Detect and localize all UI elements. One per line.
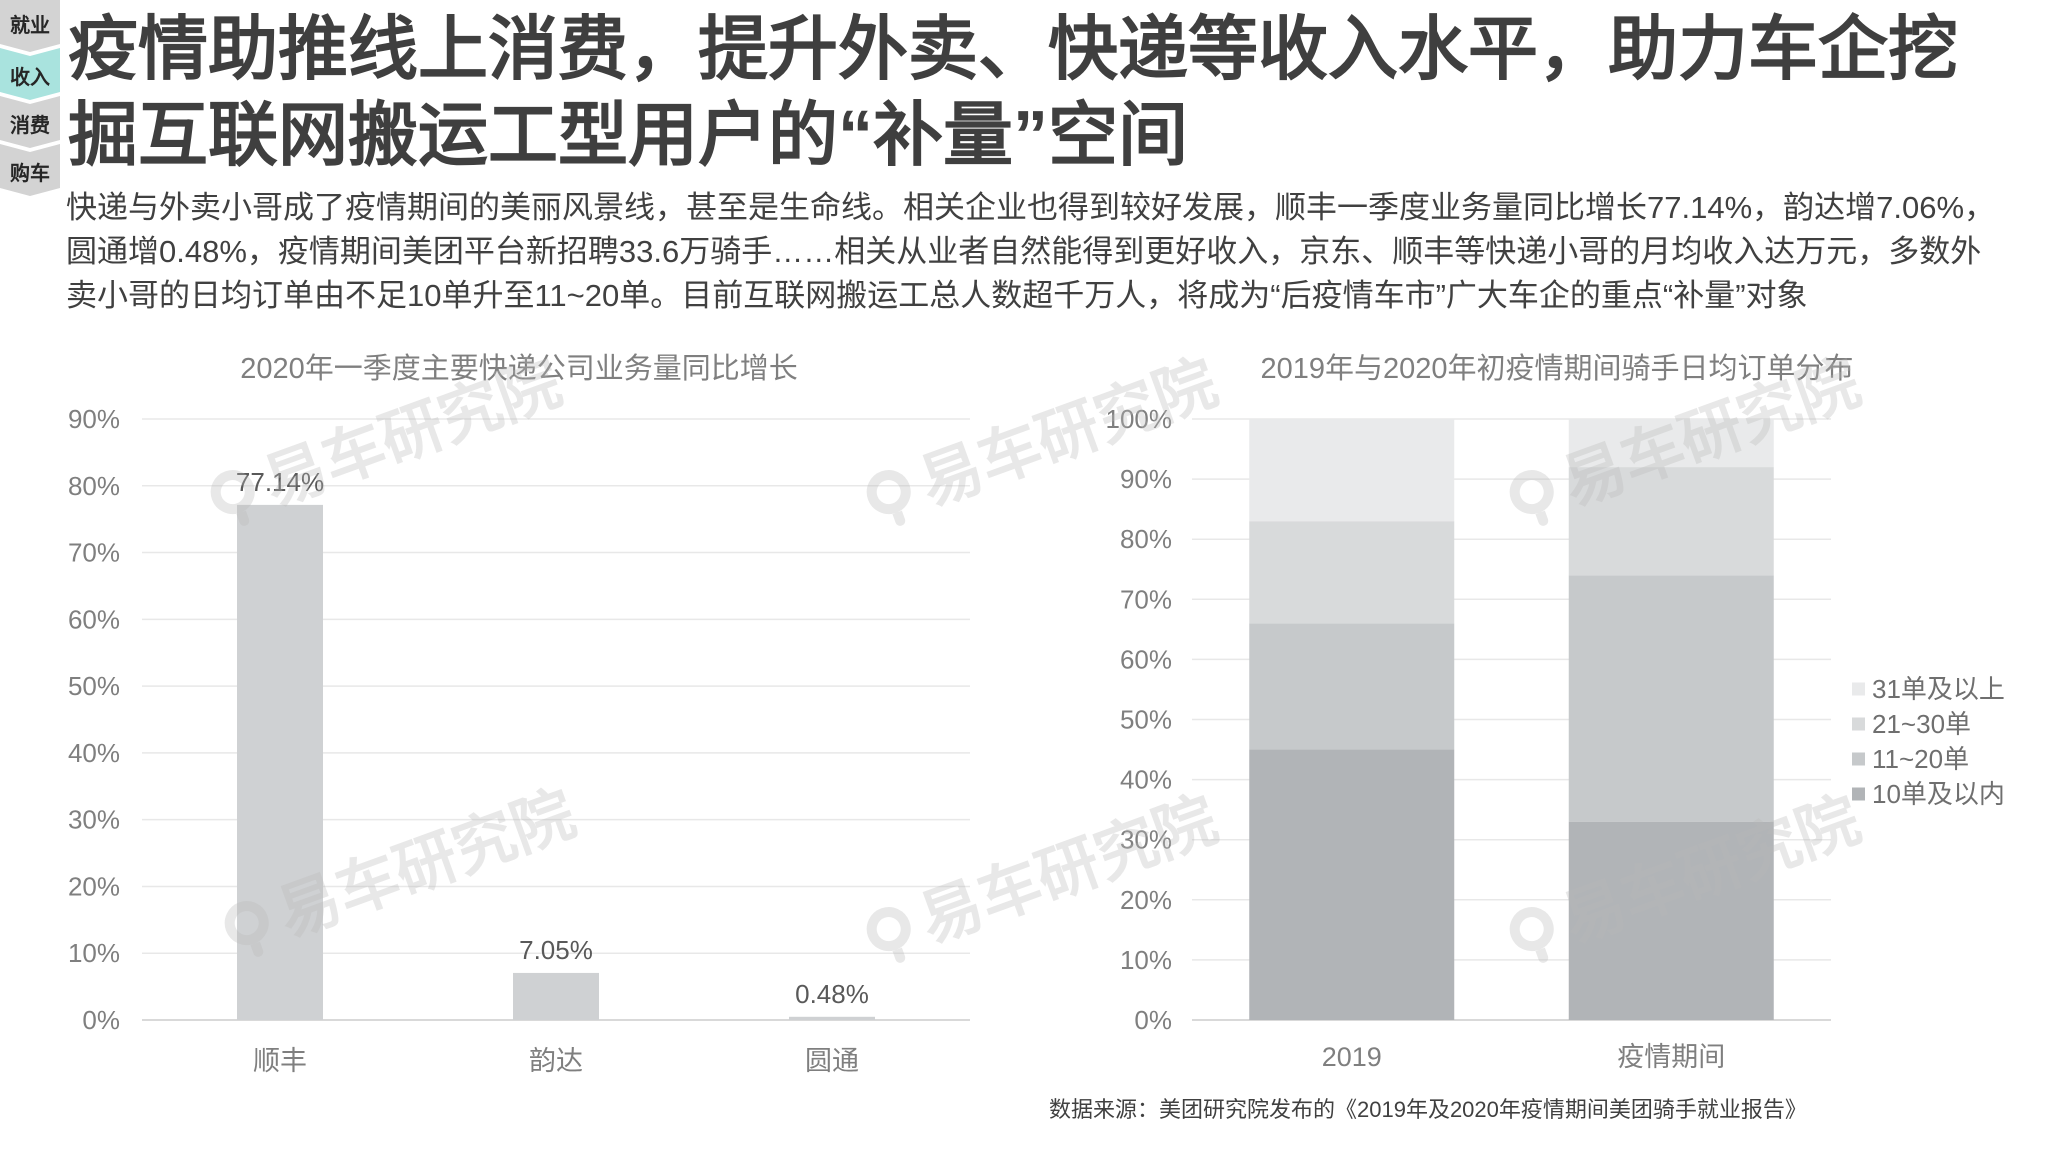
x-tick-label: 圆通 — [805, 1046, 859, 1076]
nav-tab-consumption[interactable]: 消费 — [0, 96, 60, 148]
legend-label: 11~20单 — [1872, 744, 1969, 774]
chart-title: 2019年与2020年初疫情期间骑手日均订单分布 — [1260, 352, 1853, 385]
y-tick-label: 90% — [1120, 464, 1172, 494]
data-source-note: 数据来源：美团研究院发布的《2019年及2020年疫情期间美团骑手就业报告》 — [1049, 1097, 1807, 1122]
y-tick-label: 40% — [68, 738, 120, 768]
y-tick-label: 60% — [1120, 644, 1172, 674]
courier-growth-bar-chart: 2020年一季度主要快递公司业务量同比增长 0% 10% 20% 30% 40% 50% 60… — [68, 352, 970, 1076]
bar-segment — [1249, 749, 1455, 1020]
legend-swatch — [1852, 752, 1865, 766]
y-tick-label: 0% — [1134, 1005, 1172, 1035]
x-tick-label: 疫情期间 — [1617, 1042, 1725, 1072]
rider-orders-stacked-bar-chart: 2019年与2020年初疫情期间骑手日均订单分布 0% 10% 20% 30% 40% 50… — [1106, 352, 2005, 1072]
y-tick-label: 10% — [1120, 945, 1172, 975]
bar-segment — [1568, 419, 1774, 468]
nav-tab-car-purchase[interactable]: 购车 — [0, 144, 60, 196]
y-tick-label: 20% — [1120, 885, 1172, 915]
bar — [789, 1016, 875, 1020]
legend-swatch — [1852, 717, 1865, 731]
legend-label: 10单及以内 — [1872, 779, 2005, 809]
x-tick-label: 韵达 — [529, 1046, 583, 1076]
x-tick-label: 2019 — [1322, 1042, 1382, 1072]
data-label: 7.05% — [519, 935, 593, 965]
bar-segment — [1568, 821, 1774, 1020]
legend-swatch — [1852, 787, 1865, 801]
bar-segment — [1249, 623, 1455, 750]
legend-label: 31单及以上 — [1872, 674, 2005, 704]
legend-label: 21~30单 — [1872, 709, 1971, 739]
y-tick-label: 0% — [82, 1005, 120, 1035]
nav-tab-income[interactable]: 收入 — [0, 48, 60, 100]
bar — [513, 972, 599, 1020]
slide-title: 疫情助推线上消费，提升外卖、快递等收入水平，助力车企挖掘互联网搬运工型用户的“补… — [68, 10, 1958, 174]
y-tick-label: 50% — [1120, 705, 1172, 735]
summary-text: 快递与外卖小哥成了疫情期间的美丽风景线，甚至是生命线。相关企业也得到较好发展，顺… — [66, 190, 1996, 313]
bar-segment — [1568, 467, 1774, 576]
y-tick-label: 80% — [68, 471, 120, 501]
data-label: 0.48% — [795, 979, 869, 1009]
y-tick-label: 20% — [68, 871, 120, 901]
bar — [237, 504, 323, 1020]
bar-segment — [1249, 521, 1455, 624]
y-tick-label: 40% — [1120, 765, 1172, 795]
data-label: 77.14% — [236, 467, 324, 497]
legend-swatch — [1852, 682, 1865, 696]
y-tick-label: 10% — [68, 938, 120, 968]
y-tick-label: 50% — [68, 671, 120, 701]
bar-segment — [1568, 575, 1774, 822]
x-tick-label: 顺丰 — [253, 1046, 307, 1076]
y-tick-label: 70% — [68, 538, 120, 568]
chart-title: 2020年一季度主要快递公司业务量同比增长 — [240, 352, 798, 385]
y-tick-label: 30% — [68, 805, 120, 835]
y-tick-label: 100% — [1106, 404, 1173, 434]
nav-tab-employment[interactable]: 就业 — [0, 0, 60, 52]
y-tick-label: 60% — [68, 604, 120, 634]
y-tick-label: 80% — [1120, 524, 1172, 554]
y-tick-label: 70% — [1120, 584, 1172, 614]
y-tick-label: 90% — [68, 404, 120, 434]
bar-segment — [1249, 419, 1455, 522]
y-tick-label: 30% — [1120, 825, 1172, 855]
